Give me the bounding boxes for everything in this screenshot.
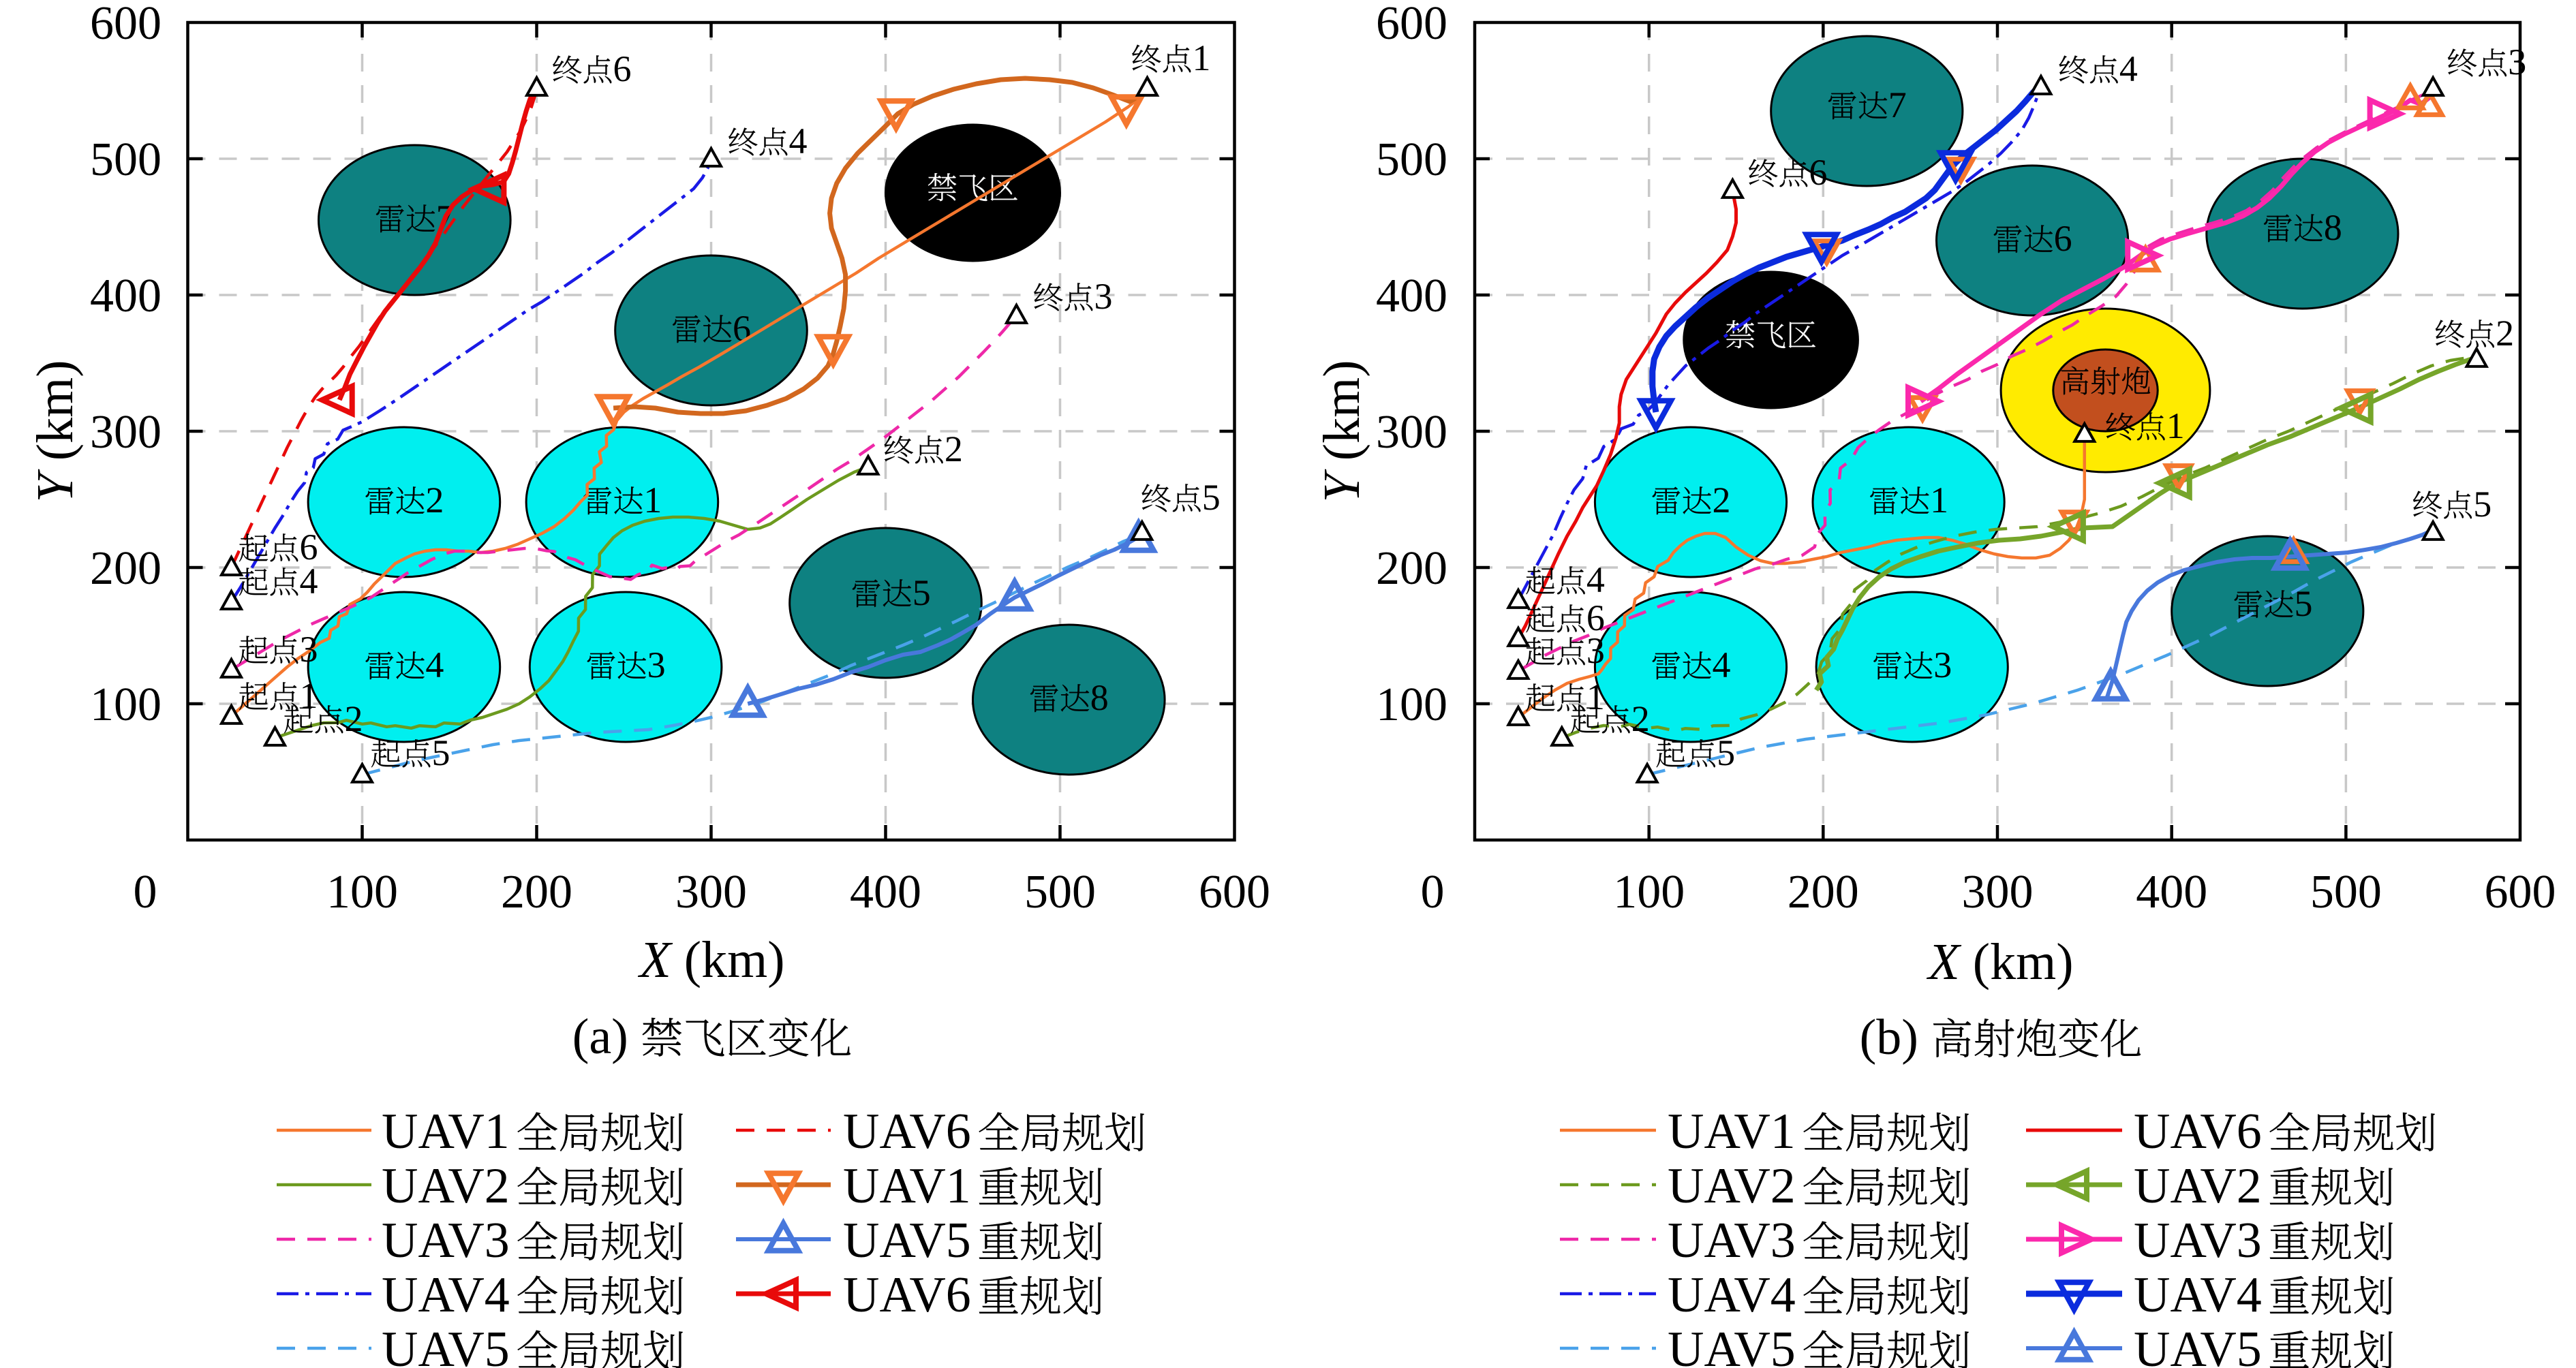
svg-text:100: 100 — [326, 866, 398, 918]
svg-text:3: 3 — [300, 629, 318, 670]
svg-text:500: 500 — [2310, 866, 2382, 918]
svg-text:400: 400 — [850, 866, 921, 918]
svg-text:500: 500 — [1376, 134, 1447, 186]
svg-text:UAV6: UAV6 — [2134, 1104, 2262, 1160]
svg-text:UAV3: UAV3 — [382, 1213, 510, 1269]
svg-text:4: 4 — [300, 561, 318, 602]
svg-text:7: 7 — [1888, 84, 1907, 125]
svg-text:0: 0 — [1421, 866, 1445, 918]
svg-text:UAV4: UAV4 — [1668, 1267, 1796, 1323]
svg-text:1: 1 — [300, 675, 318, 716]
svg-text:X: X — [1926, 933, 1961, 991]
svg-text:UAV5: UAV5 — [843, 1213, 971, 1269]
svg-text:1: 1 — [643, 480, 662, 520]
svg-text:5: 5 — [1717, 732, 1735, 773]
svg-text:UAV5: UAV5 — [382, 1322, 510, 1368]
svg-text:UAV1: UAV1 — [382, 1104, 510, 1160]
svg-text:200: 200 — [1376, 542, 1447, 595]
svg-text:8: 8 — [2324, 207, 2342, 248]
svg-text:Y: Y — [1313, 469, 1370, 503]
svg-text:4: 4 — [789, 121, 808, 161]
svg-text:(km): (km) — [1960, 933, 2074, 991]
svg-text:UAV3: UAV3 — [1668, 1213, 1796, 1269]
svg-text:3: 3 — [1933, 644, 1952, 685]
svg-text:UAV4: UAV4 — [382, 1267, 510, 1323]
svg-text:UAV6: UAV6 — [843, 1104, 971, 1160]
svg-text:5: 5 — [2473, 484, 2491, 525]
svg-text:300: 300 — [675, 866, 747, 918]
svg-text:UAV4: UAV4 — [2134, 1267, 2262, 1323]
svg-text:300: 300 — [1376, 406, 1447, 458]
svg-text:UAV2: UAV2 — [382, 1158, 510, 1214]
svg-text:5: 5 — [432, 732, 450, 773]
svg-text:2: 2 — [345, 698, 363, 739]
svg-text:4: 4 — [1586, 559, 1605, 600]
svg-text:UAV2: UAV2 — [1668, 1158, 1796, 1214]
svg-text:UAV6: UAV6 — [843, 1267, 971, 1323]
svg-text:2: 2 — [1631, 698, 1650, 739]
svg-text:200: 200 — [1788, 866, 1859, 918]
svg-text:300: 300 — [1962, 866, 2034, 918]
svg-text:Y: Y — [27, 469, 84, 503]
svg-text:4: 4 — [2119, 48, 2138, 89]
svg-text:X: X — [637, 931, 673, 989]
svg-text:UAV1: UAV1 — [1668, 1104, 1796, 1160]
svg-text:(b): (b) — [1860, 1010, 1931, 1066]
svg-text:200: 200 — [90, 542, 162, 595]
svg-text:UAV1: UAV1 — [843, 1158, 971, 1214]
svg-text:600: 600 — [90, 0, 162, 50]
svg-text:1: 1 — [1930, 480, 1948, 520]
svg-text:500: 500 — [90, 134, 162, 186]
svg-text:600: 600 — [1199, 866, 1270, 918]
svg-text:UAV2: UAV2 — [2134, 1158, 2262, 1214]
svg-text:5: 5 — [1202, 477, 1221, 518]
svg-text:6: 6 — [1809, 152, 1827, 193]
svg-text:(km): (km) — [27, 360, 84, 473]
svg-text:400: 400 — [2136, 866, 2207, 918]
svg-text:100: 100 — [90, 679, 162, 731]
svg-text:UAV5: UAV5 — [2134, 1322, 2262, 1368]
svg-text:UAV5: UAV5 — [1668, 1322, 1796, 1368]
svg-text:(km): (km) — [1313, 360, 1370, 473]
svg-text:3: 3 — [647, 644, 666, 685]
svg-text:(a): (a) — [572, 1009, 641, 1065]
svg-text:400: 400 — [90, 270, 162, 322]
svg-text:100: 100 — [1613, 866, 1685, 918]
svg-text:2: 2 — [1713, 480, 1731, 520]
svg-text:4: 4 — [1713, 644, 1731, 685]
svg-text:3: 3 — [1094, 276, 1113, 317]
svg-text:3: 3 — [1586, 630, 1605, 671]
svg-text:6: 6 — [300, 527, 318, 568]
svg-text:500: 500 — [1024, 866, 1096, 918]
svg-text:6: 6 — [613, 48, 632, 89]
svg-text:600: 600 — [2485, 866, 2556, 918]
svg-text:100: 100 — [1376, 679, 1447, 731]
svg-text:1: 1 — [2166, 405, 2185, 446]
svg-text:2: 2 — [2496, 313, 2514, 354]
svg-text:(km): (km) — [671, 931, 785, 989]
svg-text:2: 2 — [945, 429, 963, 469]
svg-text:400: 400 — [1376, 270, 1447, 322]
svg-text:600: 600 — [1376, 0, 1447, 50]
svg-text:2: 2 — [425, 480, 444, 520]
svg-text:6: 6 — [1586, 597, 1605, 638]
svg-text:300: 300 — [90, 406, 162, 458]
svg-text:6: 6 — [2054, 218, 2072, 259]
svg-text:UAV3: UAV3 — [2134, 1213, 2262, 1269]
svg-text:5: 5 — [913, 572, 931, 613]
svg-text:8: 8 — [1090, 677, 1109, 718]
svg-text:1: 1 — [1193, 37, 1211, 78]
svg-text:0: 0 — [134, 866, 157, 918]
svg-text:3: 3 — [2508, 42, 2526, 82]
svg-text:4: 4 — [425, 644, 444, 685]
svg-text:200: 200 — [501, 866, 572, 918]
